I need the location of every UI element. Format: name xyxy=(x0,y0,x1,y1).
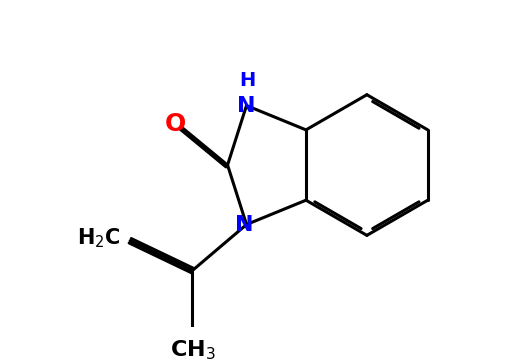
Text: H: H xyxy=(240,72,255,90)
Text: O: O xyxy=(164,112,186,136)
Text: H$_2$C: H$_2$C xyxy=(77,226,120,250)
Text: CH$_3$: CH$_3$ xyxy=(169,338,215,362)
Text: N: N xyxy=(237,95,255,115)
Text: N: N xyxy=(234,215,253,234)
